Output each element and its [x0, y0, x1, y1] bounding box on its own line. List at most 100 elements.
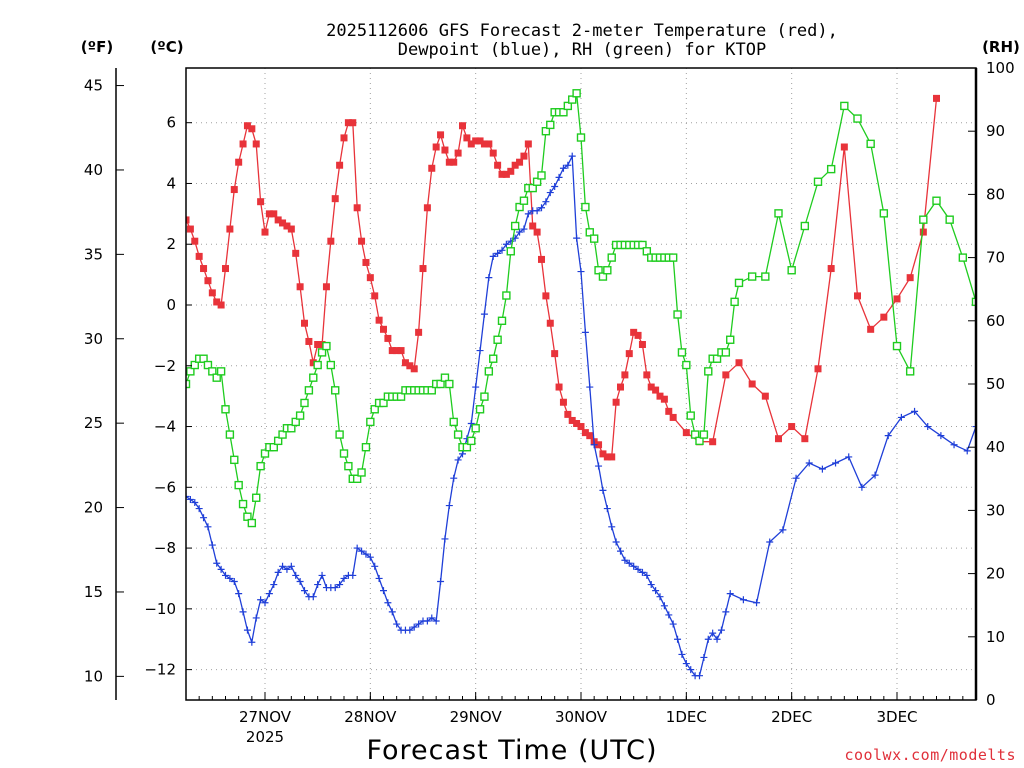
rh-point	[537, 171, 546, 180]
dewpoint-point	[331, 584, 339, 592]
temperature-point	[340, 134, 348, 142]
dewpoint-point	[581, 328, 589, 336]
dewpoint-point	[476, 347, 484, 355]
temperature-point	[480, 140, 488, 148]
dewpoint-point	[700, 653, 708, 661]
credit-text: coolwx.com/modelts	[844, 746, 1016, 764]
temperature-point	[511, 161, 519, 169]
chart-title-line-2: Dewpoint (blue), RH (green) for KTOP	[398, 40, 766, 60]
rh-tick-label: 50	[986, 375, 1005, 393]
rh-point	[300, 398, 309, 408]
dewpoint-point	[538, 204, 545, 212]
rh-point	[212, 373, 221, 382]
temperature-point	[669, 413, 677, 421]
celsius-tick-label: −12	[144, 661, 176, 679]
dewpoint-point	[204, 523, 212, 531]
rh-point	[331, 386, 340, 395]
temperature-point	[854, 292, 861, 300]
temperature-point	[186, 225, 194, 233]
rh-point	[813, 177, 823, 186]
temperature-point	[775, 435, 782, 443]
dewpoint-point	[485, 274, 493, 282]
temperature-point	[467, 140, 475, 148]
dewpoint-point	[634, 565, 642, 573]
rh-point	[721, 348, 731, 357]
temperature-point	[919, 228, 927, 236]
dewpoint-point	[818, 465, 826, 473]
rh-point	[256, 461, 265, 471]
dewpoint-point	[858, 483, 866, 491]
temperature-point	[432, 143, 440, 151]
rh-tick-label: 90	[986, 122, 1005, 140]
dewpoint-point	[590, 441, 598, 449]
dewpoint-point	[445, 502, 453, 510]
rh-point	[309, 373, 318, 382]
rh-point	[510, 221, 520, 231]
temperature-point	[186, 216, 190, 224]
dewpoint-point	[911, 407, 919, 415]
dewpoint-point	[586, 383, 594, 391]
rh-point	[986, 349, 993, 356]
rh-point	[826, 164, 836, 174]
dewpoint-point	[279, 562, 287, 570]
fahrenheit-axis: 45 40 35 30 25 20 15 10	[84, 77, 124, 685]
dewpoint-point	[432, 617, 440, 625]
rh-point	[682, 360, 691, 370]
dewpoint-point	[665, 611, 673, 619]
dewpoint-point	[713, 635, 721, 643]
rh-point	[186, 379, 191, 389]
rh-point	[234, 480, 243, 490]
dewpoint-point	[441, 535, 449, 543]
dewpoint-point	[261, 599, 269, 607]
rh-point	[589, 234, 599, 243]
dewpoint-point	[546, 189, 554, 197]
rh-point	[396, 392, 406, 401]
dewpoint-point	[937, 432, 945, 440]
rh-point	[291, 417, 300, 427]
rh-point	[668, 253, 678, 262]
dewpoint-point	[454, 456, 462, 464]
dewpoint-point	[577, 268, 585, 276]
temperature-point	[625, 350, 633, 358]
temperature-point	[283, 222, 291, 230]
dewpoint-point	[366, 553, 374, 561]
dewpoint-point	[612, 538, 620, 546]
temperature-point	[419, 265, 427, 273]
celsius-tick-label: −2	[154, 357, 176, 375]
rh-point	[489, 354, 498, 363]
dewpoint-point	[871, 471, 879, 479]
temperature-point	[638, 341, 646, 348]
rh-point	[568, 95, 577, 104]
temperature-point	[344, 119, 352, 127]
rh-unit-label: (RH)	[982, 38, 1020, 56]
rh-point	[559, 108, 568, 117]
rh-point	[313, 360, 322, 370]
dewpoint-point	[380, 587, 387, 595]
rh-point	[190, 360, 199, 370]
temperature-point	[788, 423, 796, 431]
rh-point	[712, 354, 722, 363]
dewpoint-point	[248, 638, 256, 646]
dewpoint-point	[660, 602, 668, 610]
rh-point	[747, 272, 757, 281]
temperature-point	[485, 140, 493, 148]
dewpoint-point	[437, 578, 445, 585]
temperature-point	[867, 325, 875, 333]
dewpoint-line	[186, 155, 977, 677]
temperature-point	[287, 225, 295, 233]
temperature-point	[502, 170, 510, 178]
rh-point	[787, 266, 796, 275]
temperature-point	[643, 371, 651, 379]
temperature-point	[586, 432, 594, 440]
time-tick-label: 28NOV	[344, 708, 397, 726]
rh-point	[480, 392, 489, 401]
temperature-point	[577, 423, 585, 431]
temperature-point	[630, 328, 638, 336]
temperature-point	[401, 359, 409, 367]
dewpoint-point	[375, 574, 383, 582]
rh-point	[840, 101, 849, 111]
rh-tick-label: 80	[986, 185, 1005, 203]
temperature-point	[652, 386, 660, 394]
celsius-tick-label: 4	[166, 174, 176, 192]
